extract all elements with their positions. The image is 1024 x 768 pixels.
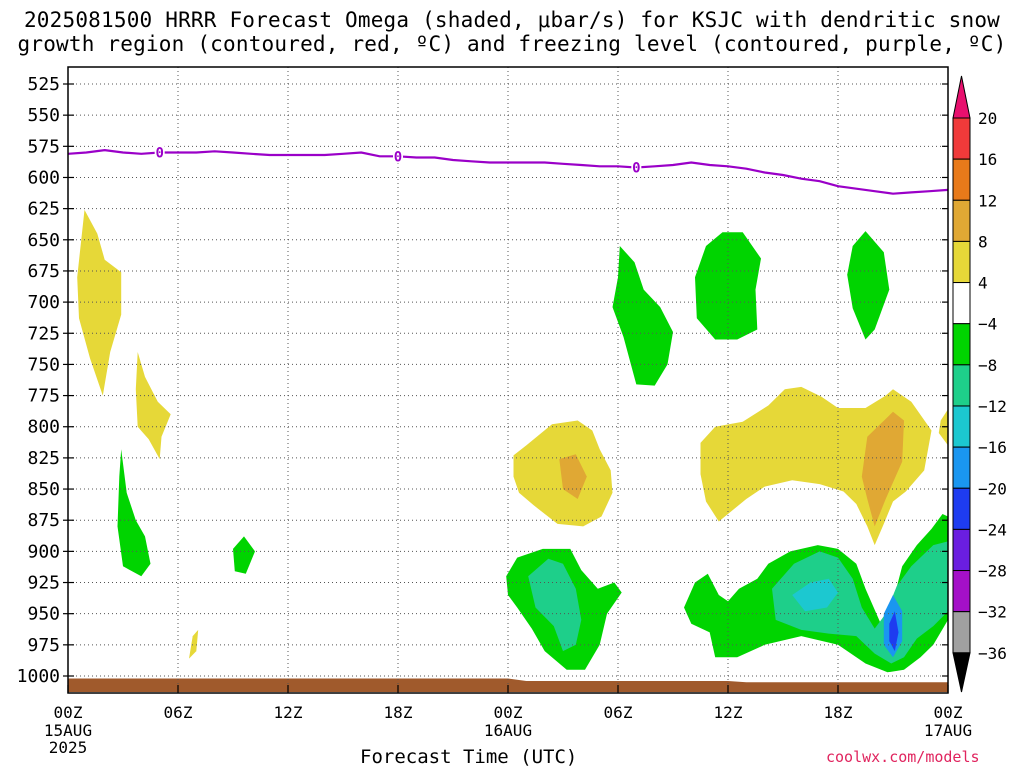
omega-region-11 [861, 411, 904, 527]
y-axis: 525 550 575 600 625 650 675 700 725 750 775 800 825 8… [17, 74, 948, 687]
colorbar-swatch-1 [952, 117, 971, 160]
colorbar-label-11: −28 [978, 562, 1007, 581]
y-tick-label-3: 600 [27, 167, 60, 188]
omega-region-3 [233, 536, 255, 574]
colorbar-swatch-4 [952, 240, 971, 284]
colorbar-swatch-5 [952, 282, 971, 325]
colorbar-label-3: 8 [978, 232, 988, 251]
x-tick-sublabel-4-0: 16AUG [484, 721, 532, 740]
freezing-level-label-bg-1 [393, 148, 403, 164]
omega-region-12 [938, 409, 948, 446]
chart-title: 2025081500 HRRR Forecast Omega (shaded, … [0, 8, 1024, 56]
x-axis-title: Forecast Time (UTC) [360, 746, 578, 768]
y-tick-label-13: 850 [27, 479, 60, 500]
x-tick-label-7: 18Z [824, 703, 853, 722]
colorbar-label-5: −4 [978, 315, 997, 334]
y-tick-label-8: 725 [27, 323, 60, 344]
omega-region-19 [889, 611, 899, 652]
omega-region-4 [189, 629, 199, 659]
x-tick-label-3: 18Z [384, 703, 413, 722]
omega-region-9 [559, 454, 587, 499]
chart-title-line-2: growth region (contoured, red, ºC) and f… [17, 32, 1007, 56]
freezing-level-label-2: 0 [632, 161, 640, 177]
y-tick-label-14: 875 [27, 510, 60, 531]
y-tick-label-2: 575 [27, 136, 60, 157]
colorbar-swatch-7 [952, 364, 971, 407]
y-tick-label-11: 800 [27, 417, 60, 438]
y-tick-label-19: 1000 [17, 666, 60, 687]
chart-title-line-1: 2025081500 HRRR Forecast Omega (shaded, … [23, 8, 1001, 32]
x-tick-label-4: 00Z [494, 703, 523, 722]
freezing-level-layer: 0 0 0 [67, 144, 949, 195]
colorbar-swatch-9 [952, 446, 971, 489]
x-tick-sublabel-8-0: 17AUG [924, 721, 972, 740]
omega-region-0 [77, 209, 122, 396]
y-tick-label-0: 525 [27, 74, 60, 95]
freezing-level-label-bg-2 [631, 159, 642, 175]
colorbar-swatch-8 [952, 405, 971, 448]
x-tick-sublabel-0-1: 2025 [49, 738, 88, 757]
omega-region-14 [528, 558, 582, 652]
y-tick-label-16: 925 [27, 573, 60, 594]
grid-layer [68, 67, 948, 693]
colorbar-label-10: −24 [978, 520, 1007, 539]
freezing-level-label-0: 0 [155, 146, 163, 162]
colorbar-label-2: 12 [978, 191, 997, 210]
omega-region-7 [847, 231, 890, 340]
x-tick-label-0: 00Z [54, 703, 83, 722]
y-tick-label-17: 950 [27, 604, 60, 625]
x-tick-label-5: 06Z [604, 703, 633, 722]
omega-region-1 [135, 352, 171, 460]
colorbar-swatch-13 [952, 611, 971, 654]
freezing-level-label-bg-0 [154, 144, 165, 160]
omega-region-5 [612, 246, 673, 386]
omega-region-17 [792, 578, 838, 612]
colorbar-label-7: −12 [978, 397, 1007, 416]
colorbar-label-0: 20 [978, 109, 997, 128]
y-tick-label-6: 675 [27, 261, 60, 282]
colorbar-swatch-2 [952, 158, 971, 201]
omega-region-2 [117, 449, 151, 577]
freezing-level-label-1: 0 [394, 149, 402, 165]
colorbar-bottom-arrow [952, 652, 971, 693]
colorbar-label-4: 4 [978, 274, 988, 293]
omega-region-6 [695, 232, 761, 340]
y-tick-label-4: 625 [27, 199, 60, 220]
colorbar-label-12: −32 [978, 603, 1007, 622]
colorbar: 20 16 12 8 4 −4 −8 −12 −16 −20 −24 −28 −32 −36 [952, 75, 1007, 693]
colorbar-swatch-12 [952, 570, 971, 613]
colorbar-top-arrow [952, 75, 971, 119]
colorbar-label-9: −20 [978, 479, 1007, 498]
y-tick-label-18: 975 [27, 635, 60, 656]
colorbar-swatch-3 [952, 199, 971, 242]
colorbar-swatch-10 [952, 487, 971, 530]
colorbar-label-1: 16 [978, 150, 997, 169]
freezing-level-line [67, 148, 949, 195]
y-tick-label-5: 650 [27, 230, 60, 251]
y-tick-label-10: 775 [27, 386, 60, 407]
x-tick-label-8: 00Z [934, 703, 963, 722]
x-tick-label-1: 06Z [164, 703, 193, 722]
plot-fill-layer [68, 209, 948, 692]
x-tick-label-2: 12Z [274, 703, 303, 722]
y-tick-label-9: 750 [27, 354, 60, 375]
colorbar-swatch-6 [952, 323, 971, 366]
credit-link[interactable]: coolwx.com/models [826, 748, 980, 766]
colorbar-label-13: −36 [978, 644, 1007, 663]
colorbar-swatch-11 [952, 528, 971, 572]
omega-region-16 [772, 541, 948, 664]
colorbar-label-6: −8 [978, 356, 997, 375]
y-tick-label-15: 900 [27, 541, 60, 562]
y-tick-label-7: 700 [27, 292, 60, 313]
x-tick-sublabel-0-0: 15AUG [44, 721, 92, 740]
x-tick-label-6: 12Z [714, 703, 743, 722]
y-tick-label-1: 550 [27, 105, 60, 126]
y-tick-label-12: 825 [27, 448, 60, 469]
colorbar-label-8: −16 [978, 438, 1007, 457]
